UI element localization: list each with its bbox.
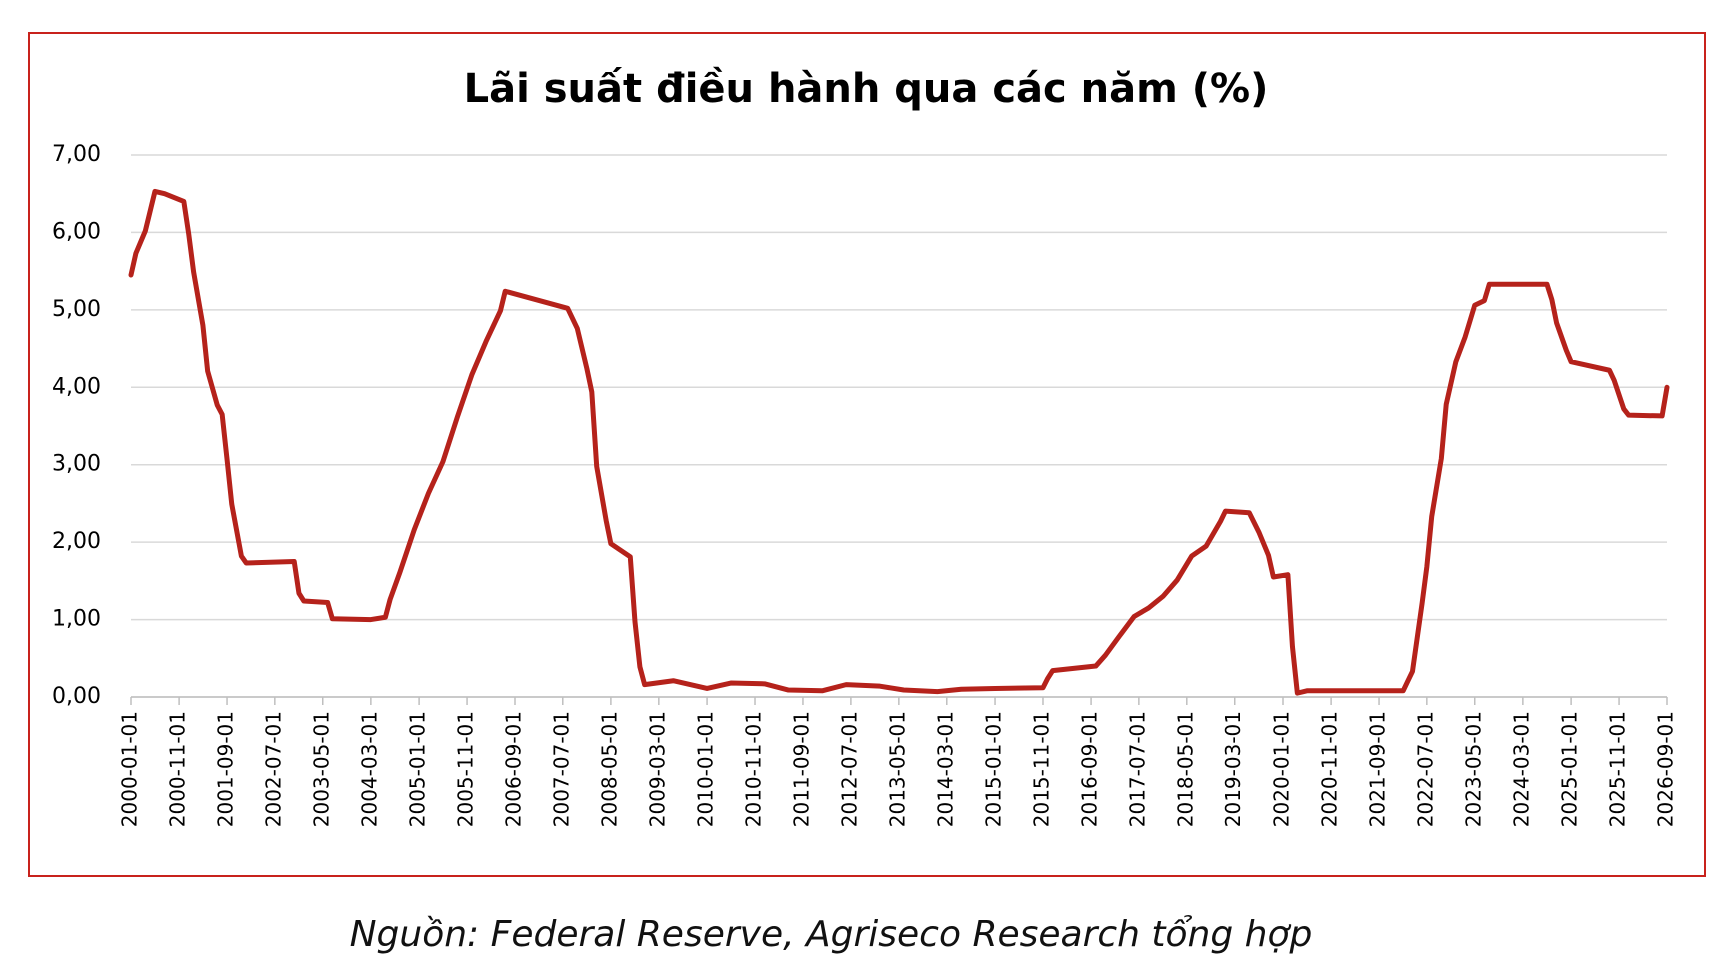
x-tick-label: 2026-09-01 — [1654, 711, 1678, 827]
x-tick-label: 2005-11-01 — [454, 711, 478, 827]
x-tick-label: 2011-09-01 — [789, 711, 813, 827]
x-tick-label: 2006-09-01 — [502, 711, 526, 827]
x-tick-label: 2014-03-01 — [933, 711, 957, 827]
x-tick-label: 2024-03-01 — [1509, 711, 1533, 827]
x-tick-label: 2017-07-01 — [1125, 711, 1149, 827]
x-tick-label: 2000-01-01 — [118, 711, 142, 827]
x-tick-label: 2000-11-01 — [166, 711, 190, 827]
x-tick-label: 2002-07-01 — [261, 711, 285, 827]
chart-frame — [28, 32, 1706, 877]
x-tick-label: 2019-03-01 — [1221, 711, 1245, 827]
x-tick-label: 2018-05-01 — [1173, 711, 1197, 827]
chart-title: Lãi suất điều hành qua các năm (%) — [464, 66, 1269, 112]
x-tick-label: 2005-01-01 — [406, 711, 430, 827]
x-tick-label: 2015-01-01 — [982, 711, 1006, 827]
x-tick-label: 2020-11-01 — [1318, 711, 1342, 827]
x-tick-label: 2010-11-01 — [742, 711, 766, 827]
y-tick-label: 2,00 — [52, 529, 101, 554]
y-tick-label: 4,00 — [52, 374, 101, 399]
x-tick-label: 2022-07-01 — [1413, 711, 1437, 827]
x-tick-label: 2016-09-01 — [1078, 711, 1102, 827]
y-tick-label: 5,00 — [52, 297, 101, 322]
y-tick-label: 6,00 — [52, 219, 101, 244]
x-tick-label: 2013-05-01 — [885, 711, 909, 827]
x-tick-label: 2010-01-01 — [694, 711, 718, 827]
y-tick-label: 1,00 — [52, 607, 101, 632]
source-note: Nguồn: Federal Reserve, Agriseco Researc… — [350, 914, 1313, 955]
x-tick-label: 2023-05-01 — [1461, 711, 1485, 827]
data-line — [128, 188, 1670, 696]
x-tick-label: 2004-03-01 — [357, 711, 381, 827]
x-tick-label: 2021-09-01 — [1366, 711, 1390, 827]
x-tick-label: 2007-07-01 — [549, 711, 573, 827]
x-tick-label: 2008-05-01 — [597, 711, 621, 827]
y-tick-label: 7,00 — [52, 142, 101, 167]
y-tick-label: 3,00 — [52, 452, 101, 477]
x-tick-label: 2015-11-01 — [1029, 711, 1053, 827]
x-tick-label: 2003-05-01 — [309, 711, 333, 827]
x-tick-label: 2020-01-01 — [1270, 711, 1294, 827]
x-tick-label: 2001-09-01 — [214, 711, 238, 827]
x-tick-label: 2012-07-01 — [837, 711, 861, 827]
y-tick-label: 0,00 — [52, 684, 101, 709]
x-tick-label: 2009-03-01 — [645, 711, 669, 827]
x-tick-label: 2025-01-01 — [1558, 711, 1582, 827]
x-tick-label: 2025-11-01 — [1606, 711, 1630, 827]
